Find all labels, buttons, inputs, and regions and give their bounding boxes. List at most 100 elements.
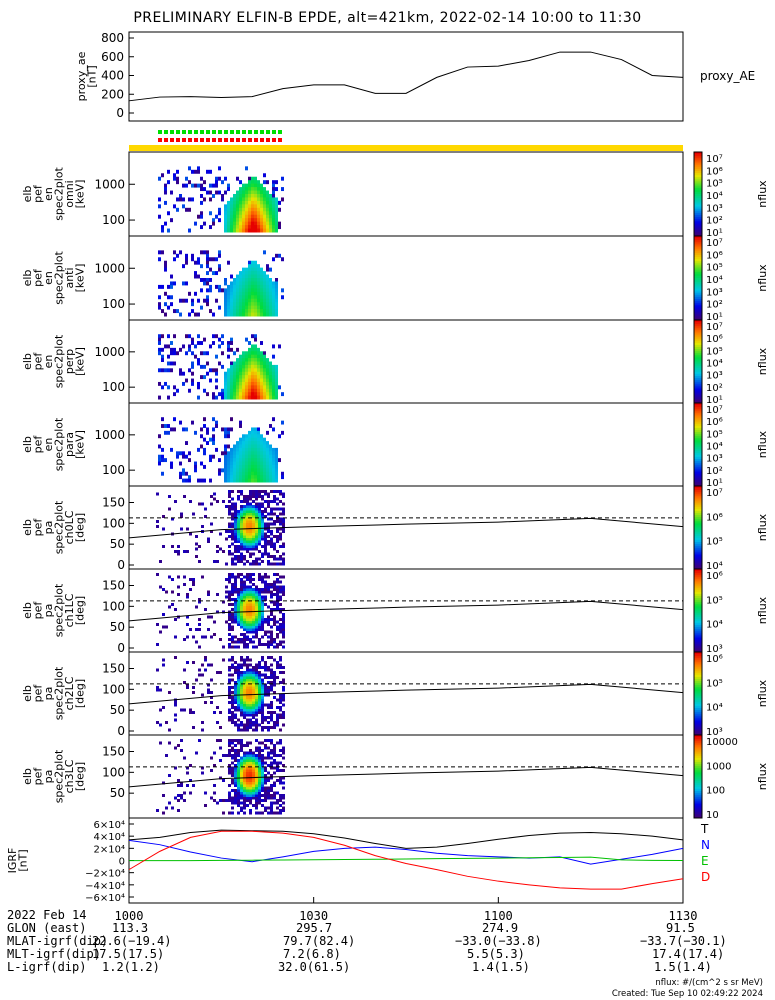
spectrogram-cell <box>242 281 245 286</box>
colorbar-cell <box>694 616 702 620</box>
spectrogram-cell <box>255 686 258 689</box>
spectrogram-cell <box>261 610 264 614</box>
quality-red-mark <box>254 138 258 142</box>
colorbar-cell <box>694 204 702 208</box>
colorbar-cell <box>694 745 702 748</box>
spectrogram-cell <box>243 676 246 679</box>
spectrogram-cell <box>246 703 249 707</box>
spectrogram-cell <box>269 388 272 393</box>
spectrogram-cell <box>263 364 266 369</box>
spectrogram-cell <box>237 603 240 606</box>
spectrogram-cell <box>194 430 197 435</box>
spectrogram-cell <box>248 468 251 473</box>
spectrogram-cell <box>186 784 189 787</box>
colorbar-cell <box>694 488 702 491</box>
spectrogram-cell <box>255 668 258 672</box>
spectrogram-cell <box>209 169 212 174</box>
colorbar-cell <box>694 240 702 243</box>
colorbar-label: nflux <box>756 347 769 375</box>
spectrogram-cell <box>231 628 234 631</box>
spectrogram-cell <box>260 271 263 276</box>
spectrogram-cell <box>242 454 245 459</box>
spectrogram-cell <box>249 751 252 755</box>
spectrogram-cell <box>264 537 267 541</box>
spectrogram-cell <box>231 789 234 792</box>
spectrogram-cell <box>231 635 234 639</box>
spectrogram-cell <box>257 194 260 198</box>
spectrogram-cell <box>200 351 203 356</box>
spectrogram-cell <box>252 500 255 503</box>
spectrogram-cell <box>279 656 282 659</box>
spectrogram-cell <box>267 635 270 639</box>
spectrogram-cell <box>267 706 270 709</box>
colorbar-tick: 10 <box>706 810 719 821</box>
spectrogram-cell <box>198 545 201 548</box>
spectrogram-cell <box>257 441 260 445</box>
spectrogram-cell <box>240 784 243 787</box>
spectrogram-cell <box>269 284 272 289</box>
colorbar-cell <box>694 666 702 670</box>
spectrogram-cell <box>192 726 195 729</box>
spectrogram-cell <box>242 475 245 480</box>
colorbar-cell <box>694 313 702 317</box>
spectrogram-cell <box>273 620 276 624</box>
spectrogram-cell <box>243 698 246 702</box>
spectrogram-cell <box>275 302 278 307</box>
spectrogram-cell <box>258 676 261 679</box>
spectrogram-cell <box>260 187 263 192</box>
spectrogram-cell <box>264 547 267 551</box>
spectrogram-cell <box>252 535 255 538</box>
spectrogram-cell <box>240 530 243 533</box>
spectrogram-cell <box>264 492 267 496</box>
spectrogram-cell <box>237 789 240 792</box>
spectrogram-cell <box>233 312 236 317</box>
colorbar-cell <box>694 539 702 543</box>
spectrogram-cell <box>189 500 192 503</box>
spectrogram-cell <box>239 207 242 212</box>
spectrogram-cell <box>276 625 279 629</box>
spectrogram-cell <box>246 794 249 797</box>
spectrogram-cell <box>276 517 279 521</box>
spectrogram-cell <box>227 305 230 310</box>
colorbar-cell <box>694 608 702 611</box>
spectrogram-cell <box>197 169 200 174</box>
spectrogram-cell <box>245 221 248 226</box>
spectrogram-cell <box>252 769 255 772</box>
spectrogram-cell <box>279 779 282 782</box>
spectrogram-cell <box>239 358 242 362</box>
spectrogram-cell <box>168 801 171 805</box>
spectrogram-cell <box>267 754 270 757</box>
spectrogram-cell <box>245 298 248 303</box>
spectrogram-cell <box>258 620 261 624</box>
spectrogram-cell <box>171 545 174 548</box>
spectrogram-cell <box>242 200 245 205</box>
spectrogram-cell <box>258 537 261 541</box>
spectrogram-cell <box>225 578 228 581</box>
spectrogram-cell <box>179 461 182 466</box>
spectrogram-cell <box>257 475 260 480</box>
spectrogram-cell <box>263 468 266 473</box>
spectrogram-cell <box>261 766 264 770</box>
ytick-label: 0 <box>117 641 125 655</box>
spectrogram-cell <box>282 527 285 531</box>
spectrogram-cell <box>204 515 207 518</box>
spectrogram-cell <box>246 673 249 677</box>
spectrogram-cell <box>240 678 243 682</box>
spectrogram-cell <box>249 779 252 782</box>
spectrogram-cell <box>251 225 254 230</box>
spectrogram-cell <box>234 756 237 760</box>
spectrogram-cell <box>246 507 249 511</box>
spectrogram-cell <box>228 623 231 626</box>
spectrogram-cell <box>252 517 255 521</box>
spectrogram-cell <box>249 769 252 772</box>
spectrogram-cell <box>207 683 210 687</box>
spectrogram-cell <box>197 312 200 317</box>
spectrogram-cell <box>236 375 239 380</box>
spectrogram-cell <box>167 169 170 174</box>
created-note: Created: Tue Sep 10 02:49:22 2024 <box>611 989 763 999</box>
colorbar-cell <box>694 672 702 676</box>
units-note: nflux: #/(cm^2 s sr MeV) <box>655 978 763 988</box>
spectrogram-cell <box>267 666 270 669</box>
spectrogram-cell <box>224 464 227 469</box>
spectrogram-cell <box>263 351 266 356</box>
